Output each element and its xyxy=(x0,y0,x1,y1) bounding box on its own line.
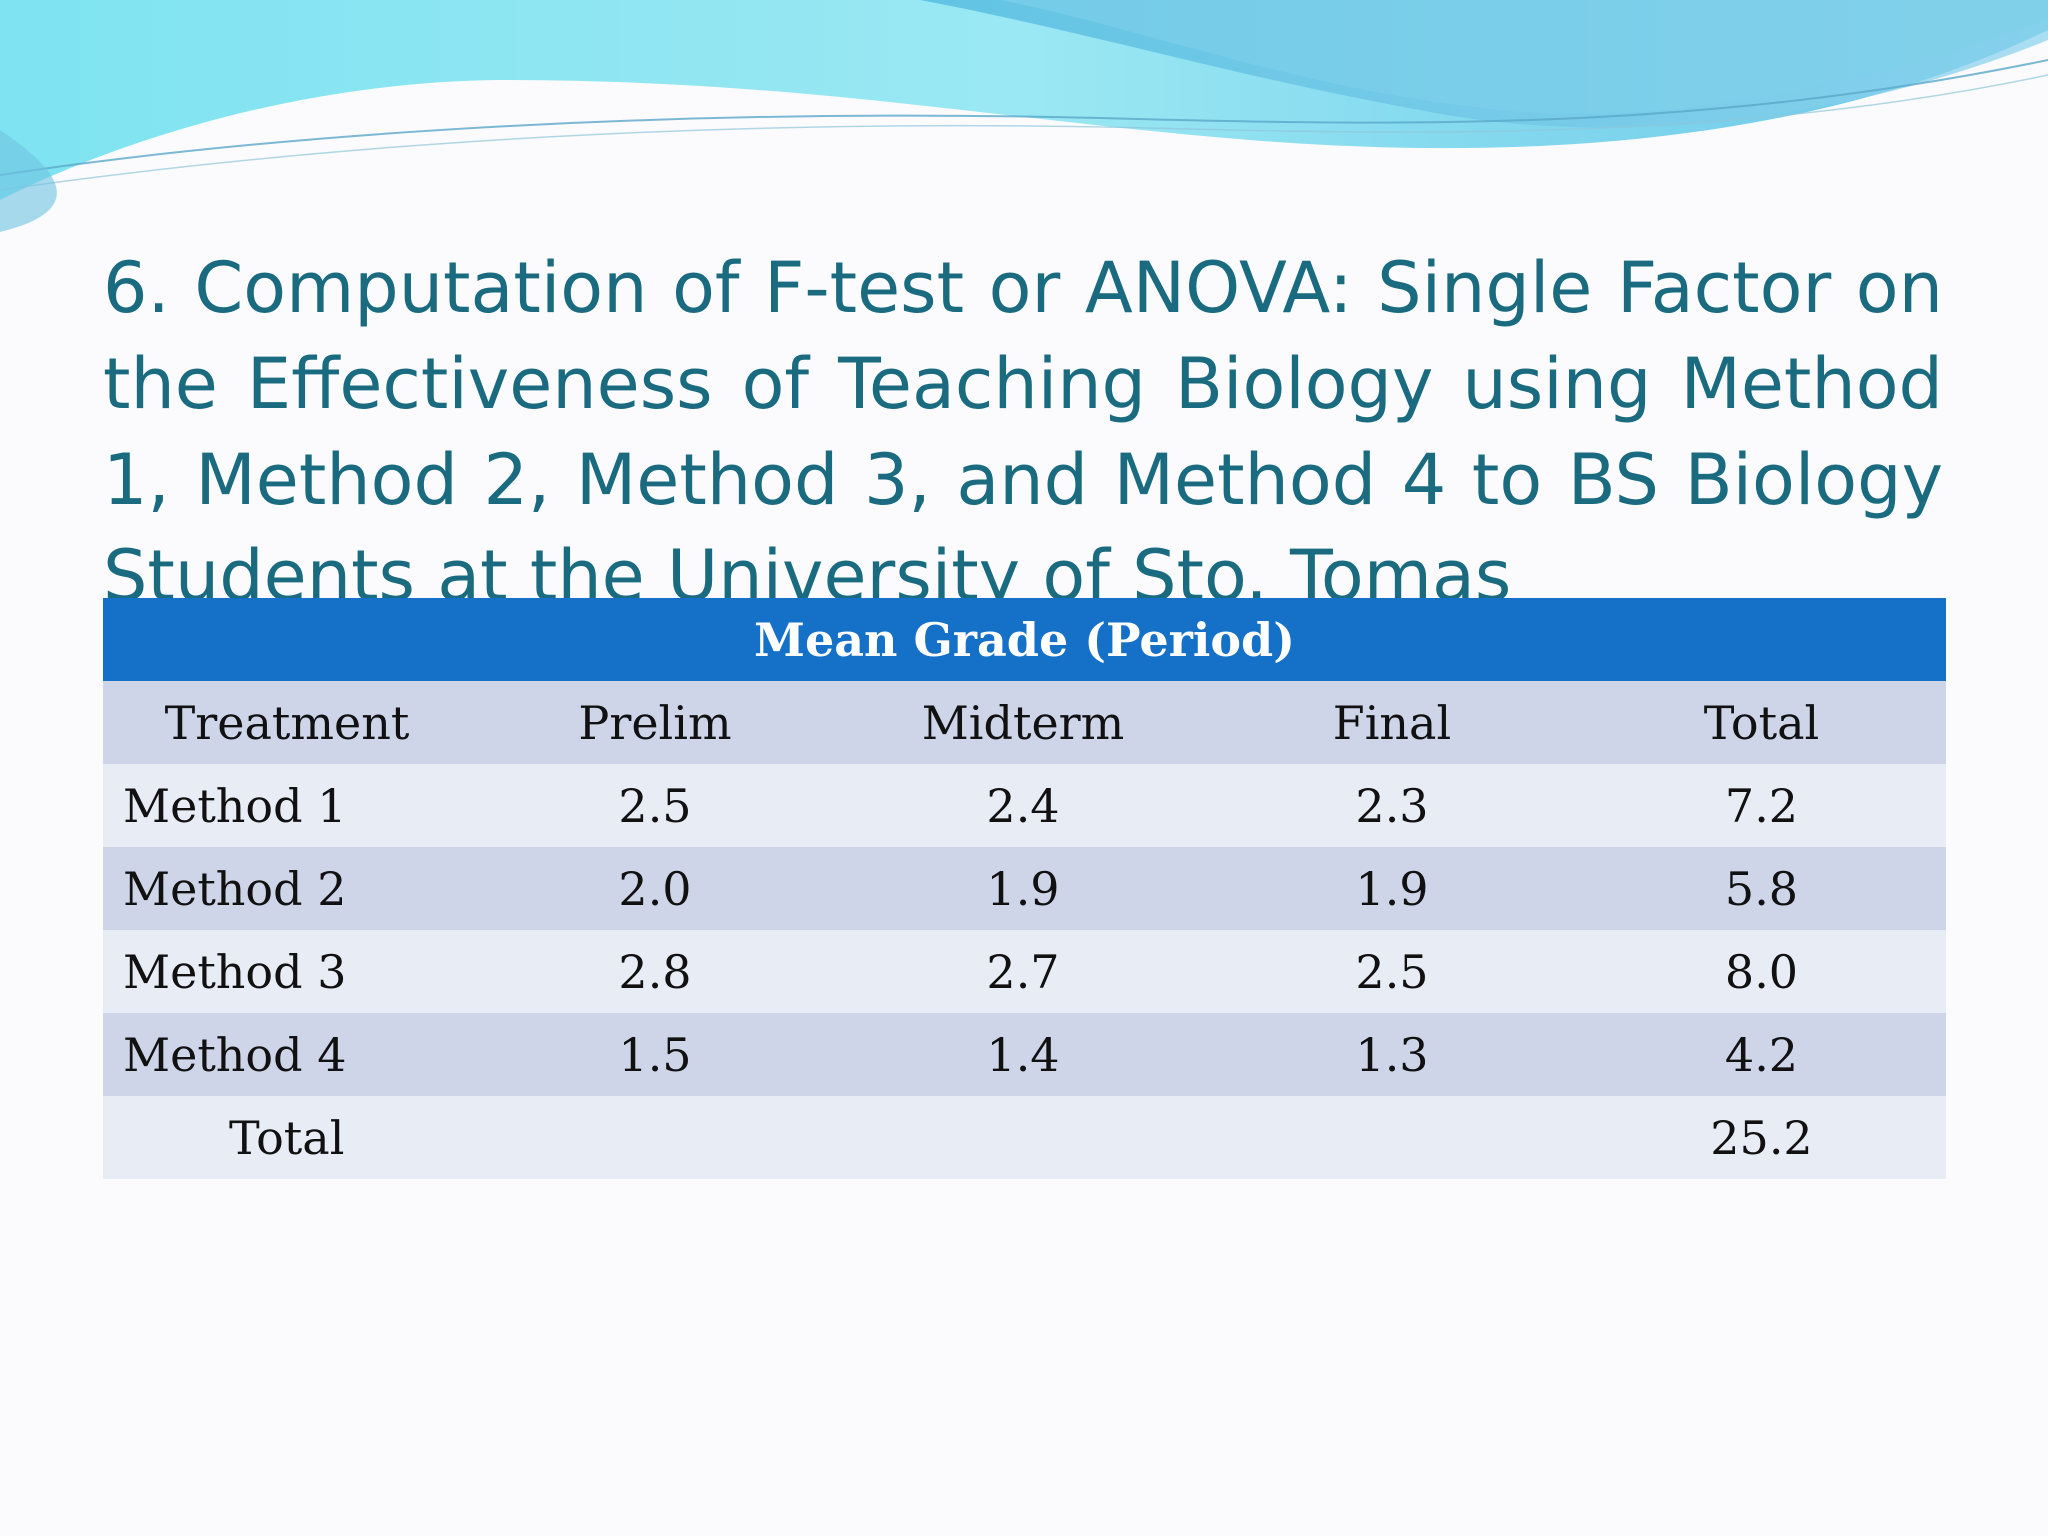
column-header-treatment: Treatment xyxy=(103,681,471,764)
cell-total: 8.0 xyxy=(1577,930,1946,1013)
column-header-total: Total xyxy=(1577,681,1946,764)
header-wave-decoration xyxy=(0,0,2048,232)
grades-table: Mean Grade (Period) Treatment Prelim Mid… xyxy=(103,598,1946,1179)
cell-treatment: Method 1 xyxy=(103,764,471,847)
cell-empty xyxy=(839,1096,1207,1179)
cell-treatment: Method 2 xyxy=(103,847,471,930)
grand-total-value: 25.2 xyxy=(1577,1096,1946,1179)
cell-total: 5.8 xyxy=(1577,847,1946,930)
cell-total: 7.2 xyxy=(1577,764,1946,847)
cell-total: 4.2 xyxy=(1577,1013,1946,1096)
cell-treatment: Method 3 xyxy=(103,930,471,1013)
cell-midterm: 1.4 xyxy=(839,1013,1207,1096)
grades-table-container: Mean Grade (Period) Treatment Prelim Mid… xyxy=(103,598,1946,1179)
cell-final: 1.9 xyxy=(1207,847,1577,930)
slide-title: 6. Computation of F-test or ANOVA: Singl… xyxy=(103,247,1943,617)
cell-final: 1.3 xyxy=(1207,1013,1577,1096)
table-total-row: Total 25.2 xyxy=(103,1096,1946,1179)
cell-empty xyxy=(1207,1096,1577,1179)
table-row: Method 2 2.0 1.9 1.9 5.8 xyxy=(103,847,1946,930)
table-row: Method 3 2.8 2.7 2.5 8.0 xyxy=(103,930,1946,1013)
table-row: Method 1 2.5 2.4 2.3 7.2 xyxy=(103,764,1946,847)
table-banner-row: Mean Grade (Period) xyxy=(103,598,1946,681)
cell-prelim: 2.5 xyxy=(471,764,839,847)
table-banner: Mean Grade (Period) xyxy=(103,598,1946,681)
cell-midterm: 2.4 xyxy=(839,764,1207,847)
grand-total-label: Total xyxy=(103,1096,471,1179)
column-header-final: Final xyxy=(1207,681,1577,764)
cell-prelim: 2.8 xyxy=(471,930,839,1013)
column-header-midterm: Midterm xyxy=(839,681,1207,764)
table-header-row: Treatment Prelim Midterm Final Total xyxy=(103,681,1946,764)
cell-final: 2.3 xyxy=(1207,764,1577,847)
cell-empty xyxy=(471,1096,839,1179)
cell-midterm: 1.9 xyxy=(839,847,1207,930)
cell-final: 2.5 xyxy=(1207,930,1577,1013)
cell-prelim: 2.0 xyxy=(471,847,839,930)
cell-midterm: 2.7 xyxy=(839,930,1207,1013)
table-row: Method 4 1.5 1.4 1.3 4.2 xyxy=(103,1013,1946,1096)
cell-treatment: Method 4 xyxy=(103,1013,471,1096)
column-header-prelim: Prelim xyxy=(471,681,839,764)
cell-prelim: 1.5 xyxy=(471,1013,839,1096)
